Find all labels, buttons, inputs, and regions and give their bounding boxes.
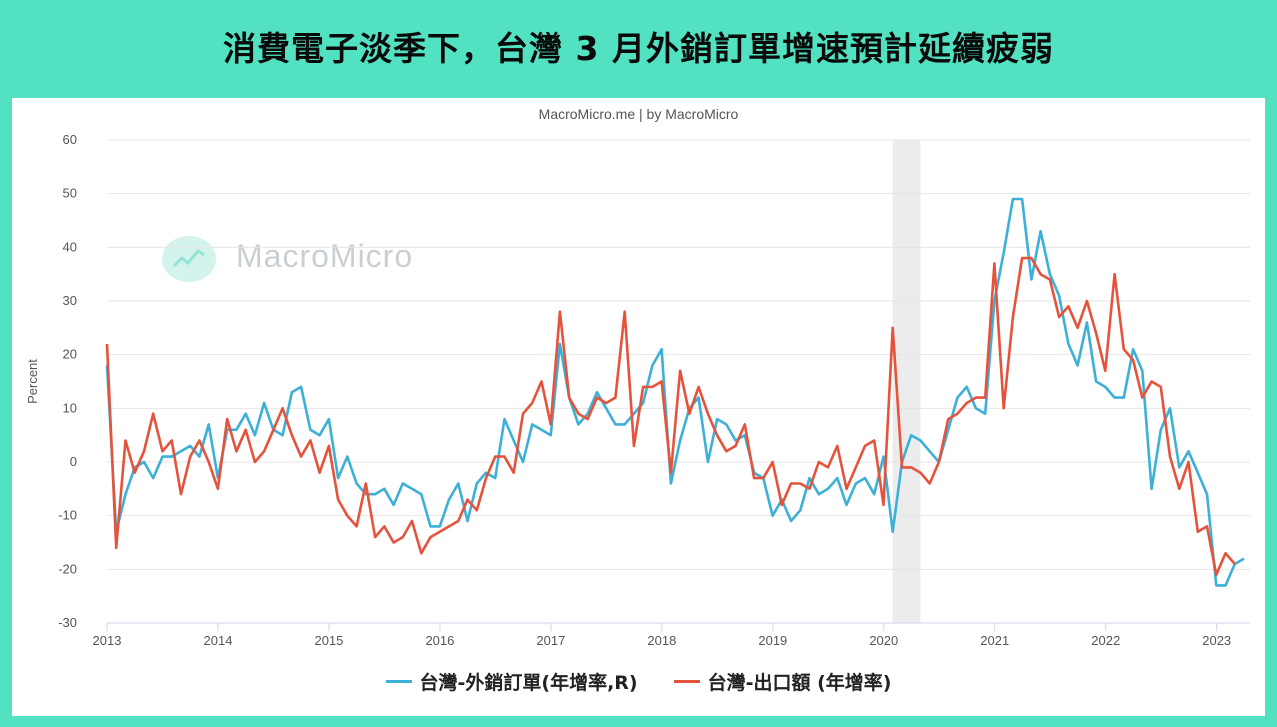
chart-credit: MacroMicro.me | by MacroMicro: [538, 106, 739, 122]
y-tick-label: -20: [58, 561, 77, 576]
y-axis-title: Percent: [25, 359, 40, 404]
y-tick-label: 0: [70, 454, 77, 469]
macromicro-logo-icon: [162, 236, 216, 282]
logo-chart-icon: [172, 249, 205, 268]
y-tick-label: -10: [58, 508, 77, 523]
x-tick-label: 2014: [204, 633, 233, 648]
x-tick-label: 2015: [314, 633, 343, 648]
x-tick-label: 2019: [758, 633, 787, 648]
series-line-1: [105, 256, 1236, 577]
legend: 台灣-外銷訂單(年增率,R) 台灣-出口額 (年增率): [12, 668, 1265, 695]
chart-card: MacroMicro.me | by MacroMicro MacroMicro…: [12, 98, 1265, 716]
x-tick-label: 2023: [1202, 633, 1231, 648]
y-tick-label: 40: [63, 239, 77, 254]
y-tick-label: 20: [63, 347, 77, 362]
legend-swatch-exports: [673, 680, 700, 683]
x-tick-label: 2018: [647, 633, 676, 648]
series-line-0: [105, 197, 1245, 587]
x-tick-label: 2020: [869, 633, 898, 648]
y-tick-label: 50: [63, 186, 77, 201]
x-tick-label: 2016: [425, 633, 454, 648]
y-tick-label: 10: [63, 400, 77, 415]
legend-item-exports[interactable]: 台灣-出口額 (年增率): [673, 668, 892, 695]
headline: 消費電子淡季下，台灣 3 月外銷訂單增速預計延續疲弱: [223, 29, 1054, 68]
legend-item-orders[interactable]: 台灣-外銷訂單(年增率,R): [385, 668, 638, 695]
y-tick-label: 60: [63, 132, 77, 147]
legend-swatch-orders: [385, 680, 412, 683]
line-chart: -30 -20 -10 0 10 20 30 40 50 60 2013 2014 2015 2016 20…: [25, 132, 1250, 648]
watermark-text: MacroMicro: [236, 238, 414, 274]
x-tick-label: 2022: [1091, 633, 1120, 648]
x-tick-label: 2021: [980, 633, 1009, 648]
x-tick-label: 2017: [536, 633, 565, 648]
y-tick-label: -30: [58, 615, 77, 630]
x-tick-label: 2013: [93, 633, 122, 648]
legend-label-orders: 台灣-外銷訂單(年增率,R): [419, 672, 638, 694]
y-tick-label: 30: [63, 293, 77, 308]
legend-label-exports: 台灣-出口額 (年增率): [707, 672, 892, 694]
